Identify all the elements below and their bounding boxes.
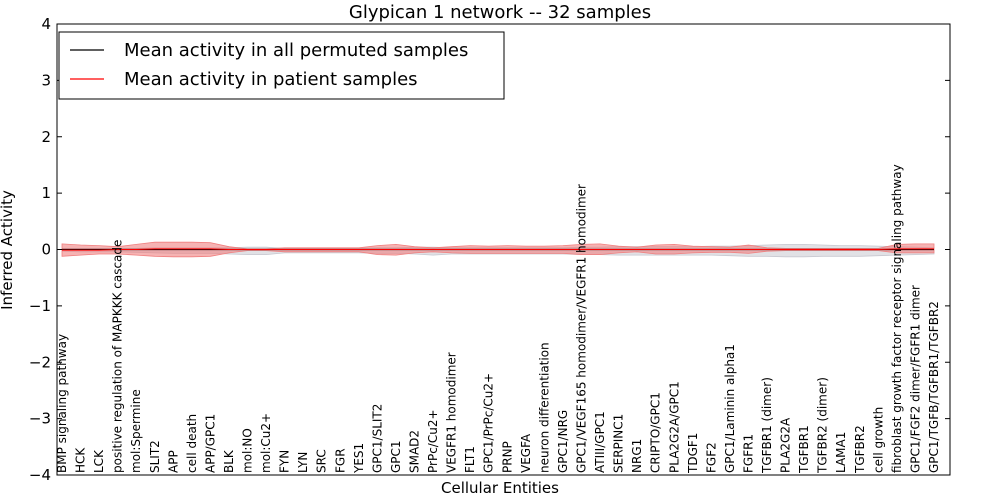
x-category-label: LYN (296, 452, 310, 473)
x-category-label: GPC1/VEGF165 homodimer/VEGFR1 homodimer (575, 184, 589, 473)
x-category-label: APP (166, 450, 180, 473)
x-category-label: FGFR1 (742, 434, 756, 473)
x-category-label: cell death (185, 414, 199, 473)
x-category-label: GPC1 (389, 440, 403, 473)
x-category-label: LCK (92, 449, 106, 473)
x-category-label: SLIT2 (148, 440, 162, 473)
x-category-label: FLT1 (463, 446, 477, 473)
chart-title: Glypican 1 network -- 32 samples (349, 2, 651, 23)
x-category-label: PrPc/Cu2+ (426, 409, 440, 473)
legend: Mean activity in all permuted samples Mea… (58, 31, 505, 100)
x-category-label: fibroblast growth factor receptor signal… (890, 164, 904, 473)
x-category-label: positive regulation of MAPKKK cascade (111, 240, 125, 473)
x-category-label: cell growth (871, 407, 885, 473)
x-category-label: NRG1 (630, 439, 644, 473)
x-category-label: TGFBR1 (797, 425, 811, 474)
x-category-label: FGR (333, 448, 347, 473)
x-category-label: FGF2 (704, 442, 718, 473)
x-category-label: mol:Cu2+ (259, 413, 273, 473)
x-category-label: mol:Spermine (129, 389, 143, 473)
x-category-label: CRIPTO/GPC1 (649, 392, 663, 473)
x-category-label: LAMA1 (834, 432, 848, 473)
y-tick-label: 0 (41, 241, 51, 259)
y-tick-label: −3 (29, 410, 51, 428)
x-category-label: SRC (315, 449, 329, 473)
x-category-label: SERPINC1 (612, 414, 626, 473)
y-axis-title: Inferred Activity (0, 190, 16, 310)
x-category-label: GPC1/SLIT2 (370, 404, 384, 473)
x-category-label: VEGFR1 homodimer (445, 352, 459, 473)
x-category-label: TGFBR2 (853, 425, 867, 474)
x-category-label: BLK (222, 449, 236, 473)
x-category-label: PRNP (500, 441, 514, 473)
x-category-label: mol:NO (241, 428, 255, 473)
x-category-label: FYN (278, 450, 292, 473)
y-axis: −4 −3 −2 −1 0 1 2 3 4 (29, 15, 950, 484)
x-category-label: BMP signaling pathway (55, 334, 69, 473)
x-category-label: GPC1/FGF2 dimer/FGFR1 dimer (908, 285, 922, 473)
x-category-label: YES1 (352, 443, 366, 474)
x-category-label: TGFBR1 (dimer) (760, 377, 774, 474)
x-axis-title: Cellular Entities (441, 479, 559, 497)
x-category-label: GPC1/Laminin alpha1 (723, 344, 737, 473)
y-tick-label: −4 (29, 466, 51, 484)
x-category-label: GPC1/TGFB/TGFBR1/TGFBR2 (927, 301, 941, 473)
y-tick-label: 2 (41, 128, 51, 146)
legend-label: Mean activity in patient samples (124, 69, 418, 90)
y-tick-label: −1 (29, 297, 51, 315)
x-category-label: PLA2G2A (779, 417, 793, 473)
x-category-label: APP/GPC1 (203, 414, 217, 473)
y-tick-label: −2 (29, 353, 51, 371)
legend-box (58, 31, 505, 100)
x-category-label: SMAD2 (408, 430, 422, 473)
x-category-label: HCK (74, 447, 88, 473)
x-category-label: GPC1/PrPc/Cu2+ (482, 373, 496, 473)
patient-samples-line (62, 248, 934, 251)
x-category-label: TDGF1 (686, 433, 700, 474)
x-category-label: ATIII/GPC1 (593, 411, 607, 473)
x-category-label: VEGFA (519, 433, 533, 473)
legend-label: Mean activity in all permuted samples (124, 40, 468, 61)
x-category-label: TGFBR2 (dimer) (816, 377, 830, 474)
y-tick-label: 4 (41, 15, 51, 33)
x-category-label: PLA2G2A/GPC1 (667, 381, 681, 473)
x-category-label: GPC1/NRG (556, 410, 570, 473)
y-tick-label: 1 (41, 184, 51, 202)
series-lines (62, 248, 934, 251)
x-axis-category-labels: BMP signaling pathway HCK LCK positive regu… (55, 164, 941, 474)
x-category-label: neuron differentiation (537, 342, 551, 473)
y-tick-label: 3 (41, 71, 51, 89)
